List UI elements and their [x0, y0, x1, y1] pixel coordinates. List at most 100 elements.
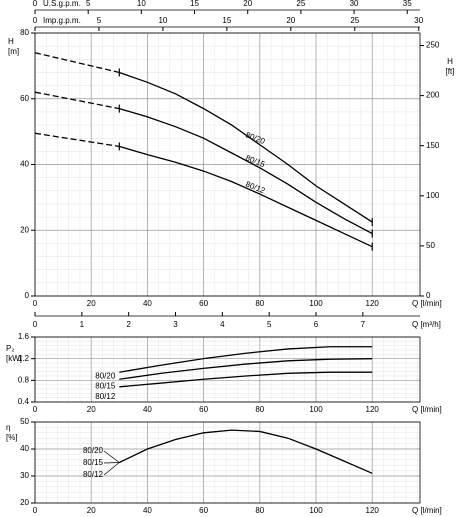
curve-label: 80/15 — [244, 153, 266, 169]
top-axis-tick-label: 10 — [137, 0, 146, 8]
curve-label: 80/20 — [244, 130, 266, 146]
y-axis-label: η — [6, 423, 10, 432]
x-tick-label: 20 — [87, 405, 96, 414]
annotation: 80/12 — [83, 470, 104, 479]
curve-extension — [34, 52, 120, 74]
y-tick-label: 20 — [20, 498, 29, 507]
x-tick-label: 100 — [309, 506, 323, 515]
top-axis-tick-label: 6 — [314, 320, 319, 329]
x-tick-label: 0 — [33, 299, 38, 308]
x-tick-label: 20 — [87, 299, 96, 308]
y-tick-label: 0 — [25, 291, 30, 300]
plot-frame — [34, 336, 421, 403]
annotation: 80/20 — [95, 371, 116, 380]
annotation: 80/20 — [83, 446, 104, 455]
top-axis-tick-label: 0 — [33, 16, 38, 25]
y-axis-unit: [m] — [8, 47, 19, 56]
y2-tick-label: 50 — [426, 241, 435, 250]
y-tick-label: 40 — [20, 444, 29, 453]
y-tick-label: 60 — [20, 94, 29, 103]
x-tick-label: 120 — [366, 405, 380, 414]
top-axis-tick-label: 25 — [296, 0, 305, 8]
y2-tick-label: 200 — [426, 91, 440, 100]
curve — [119, 429, 373, 474]
top-axis-tick-label: 30 — [414, 16, 423, 25]
curve — [119, 107, 373, 235]
x-tick-label: 80 — [255, 405, 264, 414]
top-axis-tick-label: 4 — [220, 320, 225, 329]
plot-frame — [34, 421, 421, 504]
y2-axis-unit: [ft] — [446, 67, 455, 76]
x-axis-label: Q [l/min] — [412, 506, 442, 515]
top-axis-tick-label: 0 — [33, 320, 38, 329]
top-axis-tick-label: 10 — [158, 16, 167, 25]
y-tick-label: 40 — [20, 160, 29, 169]
top-axis-tick-label: 30 — [350, 0, 359, 8]
x-tick-label: 60 — [199, 506, 208, 515]
y-tick-label: 1.6 — [18, 332, 30, 341]
y-axis-unit: [kW] — [6, 354, 22, 363]
y-tick-label: 80 — [20, 28, 29, 37]
x-tick-label: 80 — [255, 506, 264, 515]
curve-extension — [34, 132, 120, 148]
top-axis-tick-label: 1 — [80, 320, 85, 329]
top-axis-tick-label: 25 — [350, 16, 359, 25]
y-tick-label: 0.4 — [18, 397, 30, 406]
x-tick-label: 0 — [33, 506, 38, 515]
x-tick-label: 120 — [366, 506, 380, 515]
curve — [119, 71, 373, 223]
leader-line — [103, 462, 120, 464]
x-tick-label: 100 — [309, 299, 323, 308]
top-axis-tick-label: 5 — [267, 320, 272, 329]
curve — [119, 371, 373, 388]
x-tick-label: 60 — [199, 405, 208, 414]
curve — [119, 358, 373, 380]
x-tick-label: 0 — [33, 405, 38, 414]
y-tick-label: 0.8 — [18, 375, 30, 384]
leader-line — [103, 450, 120, 463]
top-axis-tick-label: 20 — [286, 16, 295, 25]
y2-tick-label: 250 — [426, 41, 440, 50]
leader-line — [103, 462, 120, 476]
top-axis-tick-label: 20 — [243, 0, 252, 8]
top-axis-tick-label: 7 — [361, 320, 366, 329]
annotation: 80/12 — [95, 392, 116, 401]
x-tick-label: 40 — [143, 405, 152, 414]
top-axis-tick-label: 0 — [33, 0, 38, 8]
x-tick-label: 20 — [87, 506, 96, 515]
y-tick-label: 30 — [20, 471, 29, 480]
top-axis-tick-label: 15 — [190, 0, 199, 8]
x-tick-label: 120 — [366, 299, 380, 308]
x-tick-label: 40 — [143, 506, 152, 515]
x-axis-label: Q [l/min] — [412, 299, 442, 308]
curve-label: 80/12 — [244, 180, 266, 196]
curve — [119, 145, 373, 248]
top-axis-label: Imp.g.p.m. — [43, 16, 81, 25]
annotation: 80/15 — [83, 458, 104, 467]
y2-tick-label: 150 — [426, 141, 440, 150]
y2-tick-label: 100 — [426, 191, 440, 200]
y-axis-unit: [%] — [6, 433, 18, 442]
y-axis-label: H — [8, 37, 14, 46]
top-axis-tick-label: 2 — [126, 320, 131, 329]
y-axis-label: P₂ — [6, 344, 14, 353]
y-tick-label: 50 — [20, 417, 29, 426]
x-tick-label: 100 — [309, 405, 323, 414]
x-tick-label: 60 — [199, 299, 208, 308]
x-tick-label: 40 — [143, 299, 152, 308]
top-axis-tick-label: 3 — [173, 320, 178, 329]
x-tick-label: 80 — [255, 299, 264, 308]
y-tick-label: 20 — [20, 225, 29, 234]
curve — [119, 346, 373, 373]
y2-tick-label: 0 — [426, 291, 431, 300]
top-axis-tick-label: 35 — [403, 0, 412, 8]
top-axis-tick-label: 15 — [222, 16, 231, 25]
curve-extension — [34, 91, 120, 110]
plot-frame — [34, 32, 421, 297]
top-axis-label: Q [m³/h] — [412, 320, 441, 329]
x-axis-label: Q [l/min] — [412, 405, 442, 414]
annotation: 80/15 — [95, 381, 116, 390]
y2-axis-label: H — [447, 57, 453, 66]
top-axis-label: U.S.g.p.m. — [43, 0, 81, 8]
